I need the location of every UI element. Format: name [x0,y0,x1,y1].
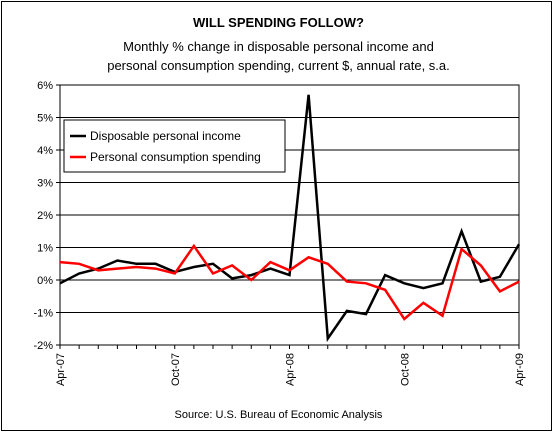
y-tick-label: 3% [37,178,53,190]
y-tick-label: 1% [37,243,53,255]
legend [63,119,286,173]
series-line-disposable-income [59,94,521,343]
chart-subtitle-line-1: Monthly % change in disposable personal … [123,39,434,54]
y-tick-label: 2% [37,210,53,222]
chart-subtitle-line-2: personal consumption spending, current $… [107,58,450,73]
x-tick-label: Oct-08 [399,353,411,386]
x-tick-label: Apr-08 [285,353,297,386]
legend-label: Personal consumption spending [90,150,261,164]
x-tick-label: Oct-07 [170,353,182,386]
y-tick-label: 5% [37,113,53,125]
y-tick-label: -1% [33,308,53,320]
source-note: Source: U.S. Bureau of Economic Analysis [174,409,383,421]
x-tick-label: Apr-07 [55,353,67,386]
x-tick-label: Apr-09 [514,353,526,386]
legend-label: Disposable personal income [90,129,241,143]
y-tick-label: -2% [33,340,53,352]
chart-title: WILL SPENDING FOLLOW? [193,15,364,30]
y-tick-label: 0% [37,275,53,287]
series-line-consumption-spending [59,243,520,321]
y-tick-label: 6% [37,80,53,92]
y-tick-label: 4% [37,145,53,157]
